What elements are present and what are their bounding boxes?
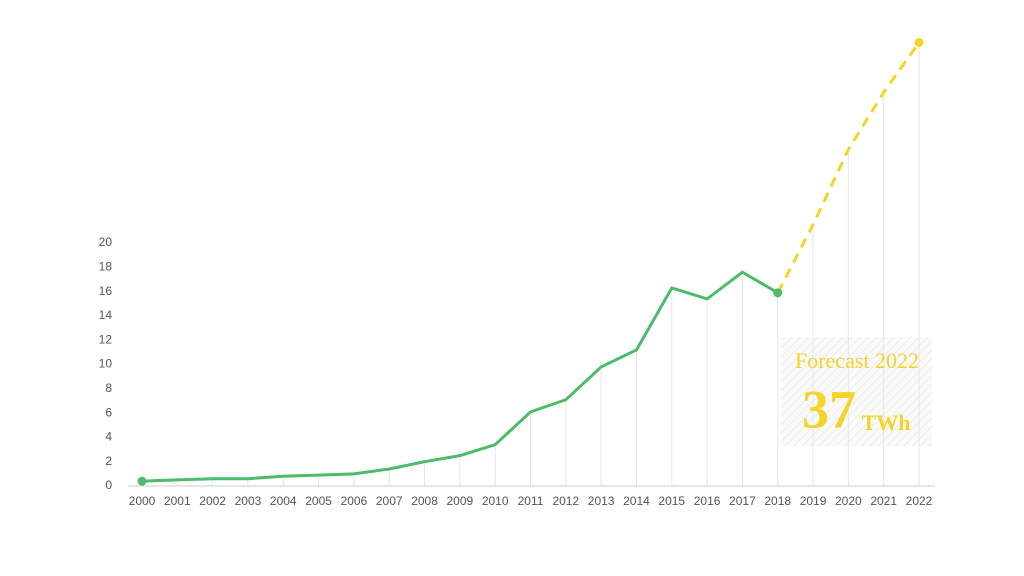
x-tick-label: 2000 bbox=[129, 494, 156, 508]
x-tick-label: 2001 bbox=[164, 494, 191, 508]
x-tick-label: 2015 bbox=[658, 494, 685, 508]
y-tick-label: 14 bbox=[99, 308, 113, 322]
y-tick-label: 18 bbox=[99, 259, 113, 273]
y-tick-label: 0 bbox=[105, 478, 112, 492]
x-tick-label: 2009 bbox=[447, 494, 474, 508]
x-tick-label: 2004 bbox=[270, 494, 297, 508]
y-tick-label: 2 bbox=[105, 454, 112, 468]
x-tick-label: 2019 bbox=[800, 494, 827, 508]
point-marker bbox=[137, 476, 147, 486]
y-tick-label: 6 bbox=[105, 405, 112, 419]
x-tick-label: 2018 bbox=[764, 494, 791, 508]
x-tick-label: 2021 bbox=[870, 494, 897, 508]
x-tick-label: 2012 bbox=[552, 494, 579, 508]
y-tick-label: 10 bbox=[99, 357, 113, 371]
x-tick-label: 2016 bbox=[694, 494, 721, 508]
annotation: Forecast 2022 37 TWh bbox=[795, 348, 919, 439]
point-marker bbox=[914, 38, 924, 48]
x-tick-label: 2022 bbox=[906, 494, 933, 508]
y-tick-label: 16 bbox=[99, 284, 113, 298]
x-tick-label: 2006 bbox=[341, 494, 368, 508]
series-line bbox=[776, 41, 921, 294]
point-marker bbox=[773, 288, 783, 298]
series-line bbox=[141, 270, 779, 483]
annotation-value: 37 bbox=[802, 379, 856, 439]
y-tick-label: 12 bbox=[99, 332, 113, 346]
x-tick-label: 2020 bbox=[835, 494, 862, 508]
x-tick-label: 2013 bbox=[588, 494, 615, 508]
x-tick-label: 2007 bbox=[376, 494, 403, 508]
x-tick-label: 2011 bbox=[518, 494, 544, 508]
x-tick-label: 2014 bbox=[623, 494, 650, 508]
annotation-title: Forecast 2022 bbox=[795, 348, 919, 373]
x-tick-label: 2002 bbox=[199, 494, 226, 508]
x-tick-label: 2003 bbox=[235, 494, 262, 508]
annotation-unit: TWh bbox=[862, 410, 911, 435]
y-tick-label: 20 bbox=[99, 235, 113, 249]
x-tick-label: 2008 bbox=[411, 494, 438, 508]
y-tick-label: 8 bbox=[105, 381, 112, 395]
annotation-box bbox=[781, 337, 932, 446]
x-tick-label: 2017 bbox=[729, 494, 756, 508]
x-tick-label: 2010 bbox=[482, 494, 509, 508]
x-tick-label: 2005 bbox=[305, 494, 332, 508]
y-tick-label: 4 bbox=[105, 430, 112, 444]
